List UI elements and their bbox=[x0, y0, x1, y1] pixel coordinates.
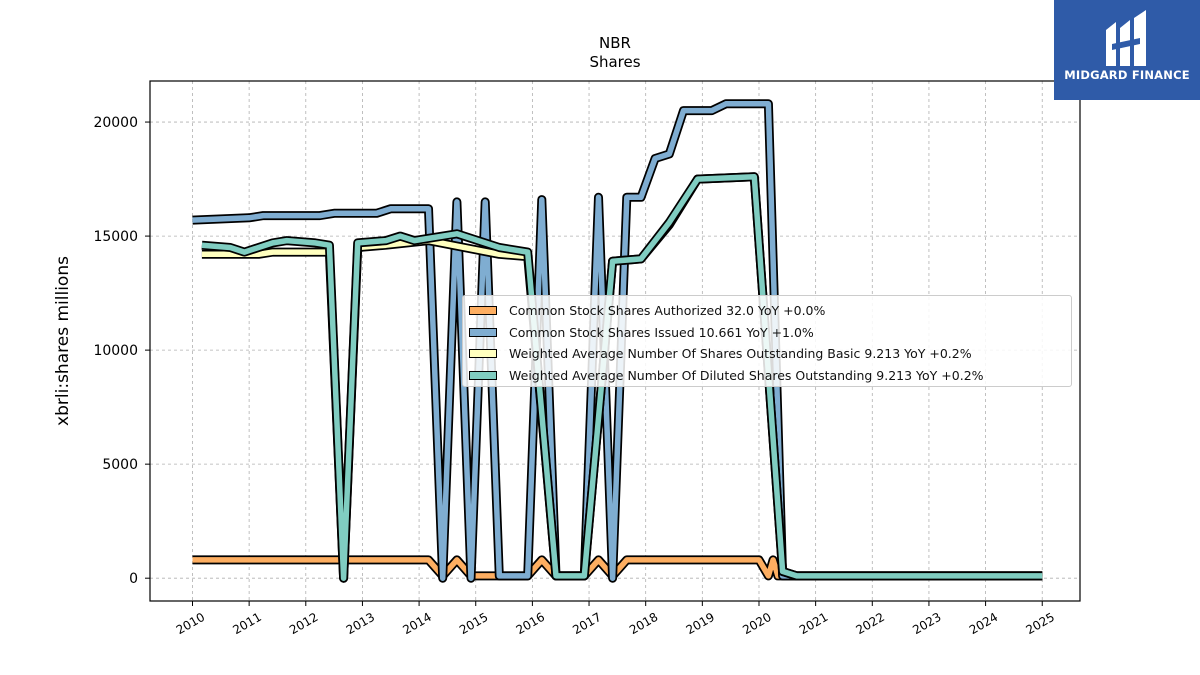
x-tick-label: 2019 bbox=[684, 610, 717, 637]
plot-frame bbox=[149, 80, 1081, 602]
x-tick-label: 2012 bbox=[287, 610, 320, 637]
x-tick-label: 2016 bbox=[514, 610, 547, 637]
series-3-line bbox=[201, 174, 1043, 581]
chart-title: NBR bbox=[599, 34, 631, 52]
x-tick-label: 2014 bbox=[400, 610, 433, 637]
midgard-logo-icon bbox=[1106, 10, 1146, 66]
series-lines bbox=[192, 99, 1043, 583]
legend-label-diluted: Weighted Average Number Of Diluted Share… bbox=[509, 367, 984, 383]
legend-swatch-basic bbox=[469, 349, 497, 359]
legend-label-issued: Common Stock Shares Issued 10.661 YoY +1… bbox=[509, 324, 814, 340]
legend-item-issued: Common Stock Shares Issued 10.661 YoY +1… bbox=[469, 322, 1071, 344]
x-tick-label: 2018 bbox=[627, 610, 660, 637]
x-tick-label: 2020 bbox=[740, 610, 773, 637]
x-tick-label: 2017 bbox=[570, 610, 603, 637]
x-tick-label: 2022 bbox=[854, 610, 887, 637]
legend-label-authorized: Common Stock Shares Authorized 32.0 YoY … bbox=[509, 303, 826, 319]
x-tick-label: 2010 bbox=[174, 610, 207, 637]
legend-swatch-diluted bbox=[469, 370, 497, 380]
y-tick-label: 5000 bbox=[102, 457, 138, 473]
y-tick-label: 20000 bbox=[93, 115, 138, 131]
chart-legend: Common Stock Shares Authorized 32.0 YoY … bbox=[462, 295, 1072, 387]
x-tick-label: 2025 bbox=[1024, 610, 1057, 637]
y-tick-label: 0 bbox=[129, 571, 138, 587]
brand-logo: MIDGARD FINANCE bbox=[1054, 0, 1200, 100]
x-tick-label: 2011 bbox=[230, 610, 263, 637]
legend-item-diluted: Weighted Average Number Of Diluted Share… bbox=[469, 365, 1071, 387]
y-tick-label: 10000 bbox=[93, 343, 138, 359]
x-tick-label: 2023 bbox=[910, 610, 943, 637]
legend-swatch-authorized bbox=[469, 306, 497, 316]
legend-item-authorized: Common Stock Shares Authorized 32.0 YoY … bbox=[469, 300, 1071, 322]
series-1-line bbox=[192, 101, 1043, 581]
y-tick-label: 15000 bbox=[93, 229, 138, 245]
x-tick-label: 2024 bbox=[967, 610, 1000, 637]
brand-name: MIDGARD FINANCE bbox=[1064, 68, 1190, 82]
legend-item-basic: Weighted Average Number Of Shares Outsta… bbox=[469, 343, 1071, 365]
chart-subtitle: Shares bbox=[589, 53, 640, 71]
y-axis-label: xbrli:shares millions bbox=[53, 256, 73, 426]
legend-label-basic: Weighted Average Number Of Shares Outsta… bbox=[509, 346, 972, 362]
legend-swatch-issued bbox=[469, 327, 497, 337]
series-group bbox=[192, 99, 1043, 583]
x-tick-label: 2013 bbox=[344, 610, 377, 637]
x-tick-label: 2015 bbox=[457, 610, 490, 637]
x-tick-label: 2021 bbox=[797, 610, 830, 637]
